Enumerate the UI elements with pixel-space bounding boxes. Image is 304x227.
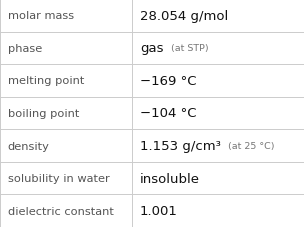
Text: dielectric constant: dielectric constant bbox=[8, 206, 113, 216]
Text: melting point: melting point bbox=[8, 76, 84, 86]
Text: 1.001: 1.001 bbox=[140, 204, 178, 217]
Text: insoluble: insoluble bbox=[140, 172, 200, 185]
Text: −169 °C: −169 °C bbox=[140, 75, 196, 88]
Text: solubility in water: solubility in water bbox=[8, 173, 109, 183]
Text: −104 °C: −104 °C bbox=[140, 107, 196, 120]
Text: density: density bbox=[8, 141, 50, 151]
Text: phase: phase bbox=[8, 44, 42, 54]
Text: 28.054 g/mol: 28.054 g/mol bbox=[140, 10, 228, 23]
Text: boiling point: boiling point bbox=[8, 109, 79, 118]
Text: 1.153 g/cm³: 1.153 g/cm³ bbox=[140, 139, 221, 152]
Text: molar mass: molar mass bbox=[8, 11, 74, 21]
Text: (at STP): (at STP) bbox=[171, 44, 209, 53]
Text: (at 25 °C): (at 25 °C) bbox=[228, 141, 275, 151]
Text: gas: gas bbox=[140, 42, 163, 55]
